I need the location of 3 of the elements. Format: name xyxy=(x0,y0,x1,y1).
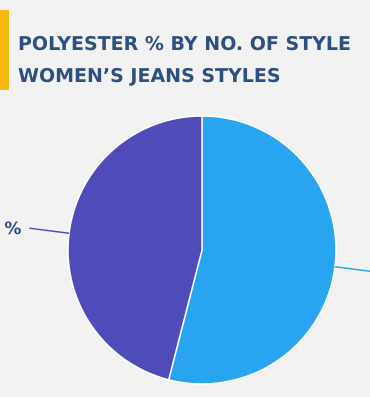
chart-subtitle: WOMEN’S JEANS STYLES xyxy=(18,65,281,87)
chart-title: POLYESTER % BY NO. OF STYLE xyxy=(18,33,352,55)
data-label: % xyxy=(4,219,22,240)
